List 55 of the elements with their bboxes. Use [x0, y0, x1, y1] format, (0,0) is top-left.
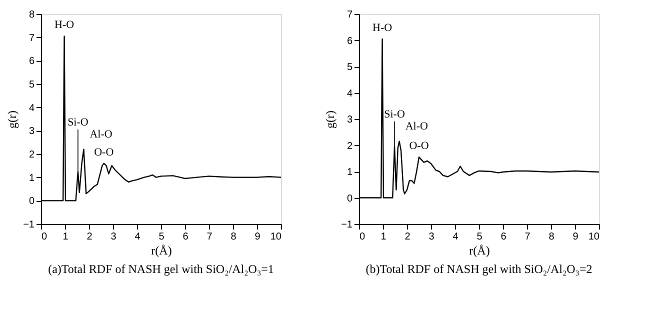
y-tick-label: 0: [346, 193, 353, 204]
x-tick-label: 4: [452, 232, 459, 242]
x-tick-label: 1: [62, 232, 69, 242]
x-tick-label: 8: [548, 232, 555, 242]
y-tick-label: 7: [28, 32, 35, 44]
y-tick-label: −1: [23, 220, 35, 230]
x-tick-label: 5: [476, 232, 483, 242]
x-tick-label: 0: [42, 232, 48, 242]
y-tick-label: 5: [346, 62, 353, 73]
y-axis-title: g(r): [5, 110, 20, 128]
annotation: Si-O: [68, 116, 88, 128]
y-tick-label: 7: [346, 10, 353, 20]
y-tick-label: 1: [28, 172, 35, 184]
y-tick-label: 5: [28, 80, 35, 90]
annotation: Al-O: [405, 120, 428, 132]
x-tick-label: 0: [360, 232, 366, 242]
x-axis-title: r(Å): [469, 244, 490, 258]
x-tick-label: 6: [500, 232, 507, 242]
x-axis-title: r(Å): [151, 244, 172, 258]
y-tick-label: 3: [28, 126, 35, 138]
x-tick-label: 2: [86, 232, 93, 242]
x-tick-label: 10: [588, 232, 600, 242]
y-tick-label: 0: [28, 196, 35, 208]
y-tick-label: 4: [346, 88, 353, 100]
x-tick-label: 8: [230, 232, 237, 242]
x-tick-label: 3: [110, 232, 117, 242]
y-tick-label: 8: [28, 10, 35, 20]
y-tick-label: 1: [346, 167, 353, 178]
x-tick-label: 4: [134, 232, 141, 242]
x-tick-label: 2: [404, 232, 411, 242]
x-tick-label: 5: [158, 232, 165, 242]
x-tick-label: 9: [254, 232, 261, 242]
y-tick-label: 6: [28, 56, 35, 68]
annotation: H-O: [54, 19, 74, 32]
y-tick-label: 2: [346, 140, 353, 152]
y-tick-label: 4: [28, 102, 35, 114]
x-tick-label: 10: [270, 232, 282, 242]
annotation: Al-O: [90, 128, 112, 140]
x-tick-label: 7: [524, 232, 531, 242]
y-tick-label: 2: [28, 150, 35, 160]
x-tick-label: 3: [428, 232, 435, 242]
y-tick-label: 3: [346, 114, 353, 126]
x-tick-label: 9: [572, 232, 579, 242]
annotation: H-O: [372, 22, 392, 34]
annotation: O-O: [409, 140, 429, 152]
text: (b)Total RDF of NASH gel with SiO₂/Al₂O₃=2: [366, 262, 592, 276]
annotation: O-O: [94, 146, 114, 158]
y-axis-title: g(r): [323, 110, 338, 128]
x-tick-label: 1: [380, 232, 387, 242]
text: (a)Total RDF of NASH gel with SiO₂/Al₂O₃=1: [48, 262, 274, 276]
x-tick-label: 7: [206, 232, 213, 242]
y-tick-label: −1: [341, 220, 353, 230]
annotation: Si-O: [384, 108, 405, 120]
x-tick-label: 6: [182, 232, 189, 242]
y-tick-label: 6: [346, 36, 353, 47]
